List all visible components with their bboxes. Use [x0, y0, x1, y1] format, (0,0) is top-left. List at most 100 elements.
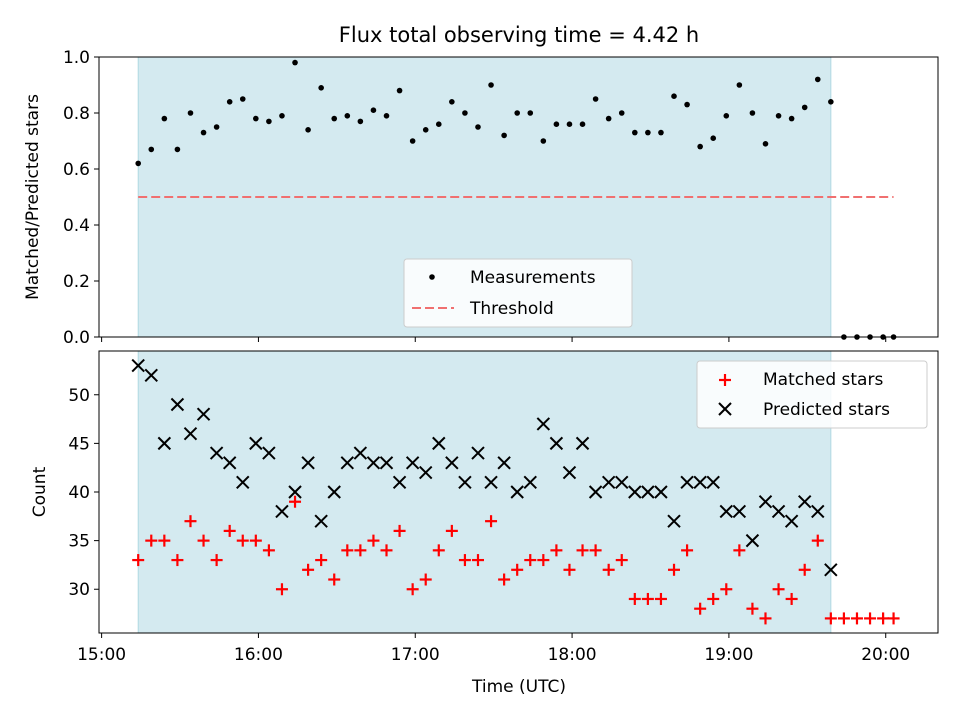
- measurement-point: [736, 82, 743, 88]
- predicted-star-point: [327, 485, 341, 499]
- predicted-star-point: [262, 446, 276, 460]
- predicted-star-point: [131, 358, 145, 373]
- predicted-star-point: [366, 456, 381, 470]
- measurement-point: [749, 110, 756, 116]
- bottom-x-tick-label: 18:00: [548, 645, 597, 665]
- legend-matched-marker: [719, 374, 731, 386]
- measurement-point: [579, 121, 586, 127]
- matched-star-point: [262, 544, 275, 557]
- predicted-star-point: [209, 446, 224, 460]
- bottom-y-tick-label: 35: [68, 532, 90, 552]
- measurement-point: [697, 143, 703, 150]
- matched-star-point: [458, 554, 471, 567]
- bottom-x-tick-label: 15:00: [77, 645, 126, 665]
- bottom-x-ticks: 15:00 16:00 17:00 18:00 19:00 20:00: [77, 633, 910, 665]
- predicted-star-point: [758, 495, 773, 509]
- matched-star-point: [289, 495, 302, 508]
- predicted-star-point: [523, 475, 537, 489]
- matched-star-point: [563, 563, 576, 576]
- predicted-star-point: [641, 485, 655, 499]
- matched-star-point: [328, 573, 341, 586]
- matched-star-point: [602, 563, 615, 576]
- measurement-point: [475, 124, 481, 130]
- bottom-y-axis-label: Count: [30, 466, 50, 517]
- measurement-point: [161, 115, 168, 122]
- matched-star-point: [145, 534, 158, 547]
- measurement-point: [684, 101, 690, 108]
- predicted-star-point: [236, 475, 250, 489]
- top-y-tick-label: 0.6: [63, 160, 90, 180]
- predicted-star-point: [196, 407, 211, 421]
- top-chart-title: Flux total observing time = 4.42 h: [339, 23, 699, 47]
- measurement-point: [266, 118, 272, 125]
- predicted-stars-layer: [131, 358, 838, 577]
- predicted-star-point: [601, 475, 616, 489]
- matched-star-point: [393, 524, 406, 537]
- measurement-point: [318, 85, 324, 91]
- bottom-x-tick-label: 17:00: [391, 645, 440, 665]
- measurement-point: [788, 115, 795, 122]
- top-legend: Measurements Threshold: [403, 258, 633, 328]
- predicted-star-point: [784, 514, 799, 528]
- predicted-star-point: [824, 563, 838, 577]
- predicted-star-point: [314, 514, 328, 528]
- matched-star-point: [406, 583, 419, 596]
- predicted-star-point: [654, 485, 668, 499]
- matched-star-point: [511, 563, 524, 576]
- predicted-star-point: [719, 504, 733, 519]
- measurement-point: [135, 160, 142, 167]
- bottom-x-tick-label: 16:00: [234, 645, 283, 665]
- measurement-point: [527, 110, 534, 116]
- predicted-star-point: [693, 475, 707, 489]
- matched-star-point: [733, 544, 746, 557]
- measurement-point: [501, 132, 507, 139]
- predicted-star-point: [706, 475, 720, 489]
- matched-star-point: [772, 583, 785, 596]
- predicted-star-point: [379, 456, 394, 470]
- matched-star-point: [498, 573, 511, 586]
- measurement-point: [514, 110, 520, 116]
- measurement-point: [148, 146, 155, 153]
- predicted-star-point: [458, 475, 472, 489]
- legend-measurements-marker: [429, 274, 435, 280]
- matched-star-point: [824, 612, 837, 625]
- top-legend-box: [403, 258, 633, 328]
- measurement-point: [828, 99, 834, 105]
- matched-star-point: [707, 592, 720, 605]
- bottom-legend: Matched stars Predicted stars: [696, 360, 928, 429]
- measurement-point: [592, 96, 599, 102]
- predicted-star-point: [536, 417, 551, 431]
- matched-star-point: [197, 534, 210, 547]
- measurement-point: [605, 115, 612, 122]
- bottom-y-tick-label: 50: [68, 386, 90, 406]
- top-y-tick-label: 0.2: [63, 272, 90, 292]
- predicted-star-point: [432, 436, 446, 451]
- matched-star-point: [694, 602, 707, 615]
- matched-star-point: [720, 583, 733, 596]
- top-x-ticks: [101, 337, 887, 342]
- bottom-x-axis-label: Time (UTC): [471, 677, 566, 697]
- bottom-y-tick-label: 40: [68, 483, 90, 503]
- predicted-star-point: [340, 456, 355, 470]
- predicted-star-point: [497, 456, 511, 470]
- matched-star-point: [315, 554, 328, 567]
- measurement-point: [632, 129, 638, 136]
- matched-star-point: [589, 544, 602, 557]
- measurement-point: [710, 135, 717, 141]
- matched-star-point: [171, 554, 184, 567]
- measurement-point: [370, 107, 377, 113]
- predicted-star-point: [471, 446, 485, 460]
- predicted-star-point: [275, 504, 289, 519]
- measurement-point: [540, 138, 547, 144]
- matched-star-point: [628, 592, 641, 605]
- measurement-point: [566, 121, 573, 127]
- predicted-star-point: [157, 436, 172, 451]
- measurements-layer: [135, 59, 897, 340]
- matched-star-point: [759, 612, 772, 625]
- measurement-point: [331, 115, 338, 122]
- predicted-star-point: [615, 475, 629, 489]
- matched-star-point: [850, 612, 863, 625]
- matched-star-point: [419, 573, 432, 586]
- matched-star-point: [550, 544, 563, 557]
- matched-star-point: [524, 554, 537, 567]
